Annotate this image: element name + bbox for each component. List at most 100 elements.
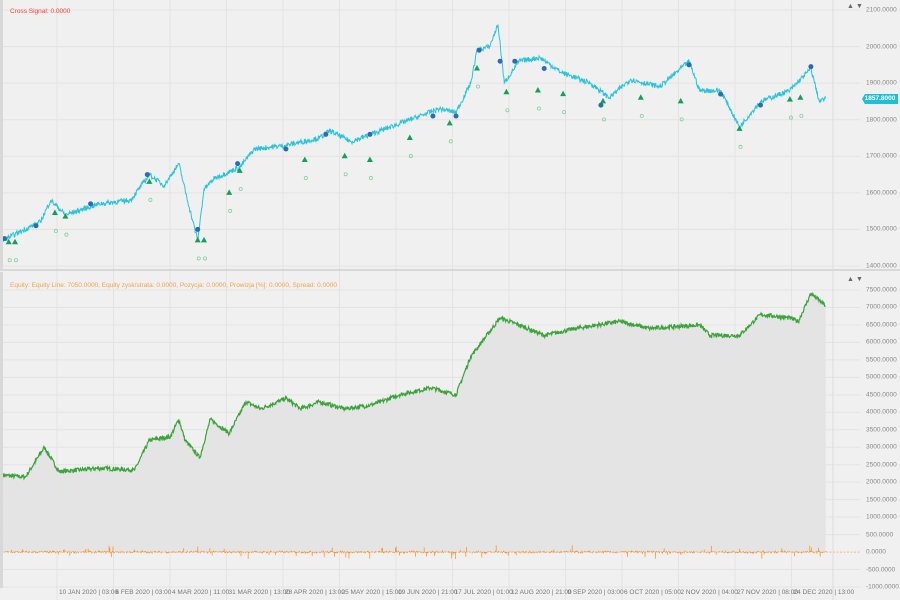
sell-signal-marker[interactable] (367, 132, 372, 137)
equity-tick-label: -1000.0000 (866, 584, 899, 591)
sell-signal-marker[interactable] (498, 59, 503, 64)
equity-tick-label: 7500.0000 (866, 287, 897, 294)
sell-signal-marker[interactable] (758, 103, 763, 108)
equity-tick-label: 5000.0000 (866, 374, 897, 381)
sell-signal-marker[interactable] (235, 161, 240, 166)
trade-exit-marker (800, 114, 803, 117)
equity-tick-label: 3500.0000 (866, 426, 897, 433)
trade-exit-marker (203, 257, 206, 260)
sell-signal-marker[interactable] (195, 227, 200, 232)
price-pane-controls[interactable]: ▲▼ (847, 3, 865, 10)
time-tick-label: 17 JUL 2020 | 01:00 (455, 589, 513, 596)
price-tick-label: 1400.0000 (866, 263, 897, 270)
current-price-tag: 1857.8000 (862, 94, 898, 104)
buy-signal-marker[interactable] (342, 153, 348, 159)
sell-signal-marker[interactable] (454, 114, 459, 119)
price-tick-label: 2100.0000 (866, 7, 897, 14)
time-tick-label: 24 DEC 2020 | 13:00 (794, 589, 855, 596)
price-tick-label: 1900.0000 (866, 80, 897, 87)
buy-signal-marker[interactable] (447, 120, 453, 126)
equity-tick-label: 2000.0000 (866, 479, 897, 486)
time-tick-label: 4 MAR 2020 | 11:00 (172, 589, 229, 596)
sell-signal-marker[interactable] (323, 132, 328, 137)
time-tick-label: 28 APR 2020 | 13:00 (285, 589, 345, 596)
move-down-icon[interactable]: ▼ (856, 3, 865, 10)
buy-signal-marker[interactable] (12, 239, 18, 245)
left-scroll-edge[interactable] (0, 0, 3, 270)
trade-exit-marker (739, 145, 742, 148)
equity-tick-label: 1500.0000 (866, 496, 897, 503)
trade-exit-marker (789, 116, 792, 119)
sell-signal-marker[interactable] (430, 114, 435, 119)
time-tick-label: 19 JUN 2020 | 21:00 (398, 589, 458, 596)
sell-signal-marker[interactable] (808, 64, 813, 69)
equity-area (2, 294, 825, 553)
trade-exit-marker (229, 209, 232, 212)
buy-signal-marker[interactable] (407, 135, 413, 141)
sell-signal-marker[interactable] (687, 62, 692, 67)
time-tick-label: 2 NOV 2020 | 04:00 (681, 589, 738, 596)
trade-exit-marker (8, 259, 11, 262)
sell-signal-marker[interactable] (145, 172, 150, 177)
buy-signal-marker[interactable] (535, 87, 541, 93)
time-tick-label: 9 SEP 2020 | 03:00 (568, 589, 624, 596)
equity-legend: Equity: Equity Line: 7050.0000, Equity z… (10, 282, 337, 289)
buy-signal-marker[interactable] (367, 156, 373, 162)
equity-tick-label: 6500.0000 (866, 321, 897, 328)
trade-exit-marker (239, 187, 242, 190)
price-legend: Cross Signal: 0.0000 (10, 8, 70, 15)
equity-tick-label: 6000.0000 (866, 339, 897, 346)
trade-exit-marker (369, 176, 372, 179)
equity-pane (0, 294, 860, 560)
equity-tick-label: 1000.0000 (866, 514, 897, 521)
sell-signal-marker[interactable] (542, 66, 547, 71)
trade-exit-marker (449, 140, 452, 143)
buy-signal-marker[interactable] (474, 65, 480, 71)
sell-signal-marker[interactable] (718, 92, 723, 97)
trade-exit-marker (537, 107, 540, 110)
sell-signal-marker[interactable] (598, 103, 603, 108)
left-scroll-edge-equity[interactable] (0, 272, 3, 588)
time-tick-label: 10 JAN 2020 | 03:00 (59, 589, 118, 596)
buy-signal-marker[interactable] (638, 94, 644, 100)
equity-tick-label: 3000.0000 (866, 444, 897, 451)
time-tick-label: 31 MAR 2020 | 13:00 (229, 589, 290, 596)
sell-signal-marker[interactable] (88, 201, 93, 206)
time-tick-label: 12 AUG 2020 | 21:00 (511, 589, 572, 596)
price-tick-label: 1700.0000 (866, 153, 897, 160)
trade-exit-marker (344, 173, 347, 176)
trade-exit-marker (14, 259, 17, 262)
equity-tick-label: 2500.0000 (866, 461, 897, 468)
trade-exit-marker (304, 176, 307, 179)
equity-tick-label: 4000.0000 (866, 409, 897, 416)
buy-signal-marker[interactable] (226, 189, 232, 195)
buy-signal-marker[interactable] (797, 94, 803, 100)
sell-signal-marker[interactable] (512, 59, 517, 64)
equity-tick-label: 5500.0000 (866, 356, 897, 363)
time-tick-label: 6 OCT 2020 | 05:00 (624, 589, 681, 596)
trade-exit-marker (476, 85, 479, 88)
move-down-icon[interactable]: ▼ (856, 276, 865, 283)
time-tick-label: 25 MAY 2020 | 15:00 (342, 589, 402, 596)
trade-exit-marker (65, 233, 68, 236)
price-tick-label: 1500.0000 (866, 226, 897, 233)
move-up-icon[interactable]: ▲ (847, 3, 856, 10)
buy-signal-marker[interactable] (302, 156, 308, 162)
equity-tick-label: 4500.0000 (866, 391, 897, 398)
sell-signal-marker[interactable] (34, 223, 39, 228)
buy-signal-marker[interactable] (201, 237, 207, 243)
trade-exit-marker (197, 257, 200, 260)
chart-canvas[interactable] (0, 0, 900, 600)
move-up-icon[interactable]: ▲ (847, 276, 856, 283)
equity-tick-label: 7000.0000 (866, 304, 897, 311)
time-tick-label: 6 FEB 2020 | 03:00 (116, 589, 172, 596)
trade-exit-marker (149, 198, 152, 201)
equity-pane-controls[interactable]: ▲▼ (847, 276, 865, 283)
trade-exit-marker (640, 114, 643, 117)
sell-signal-marker[interactable] (477, 48, 482, 53)
sell-signal-marker[interactable] (283, 146, 288, 151)
equity-tick-label: -500.0000 (866, 566, 895, 573)
buy-signal-marker[interactable] (737, 125, 743, 131)
buy-signal-marker[interactable] (195, 237, 201, 243)
price-tick-label: 1800.0000 (866, 116, 897, 123)
